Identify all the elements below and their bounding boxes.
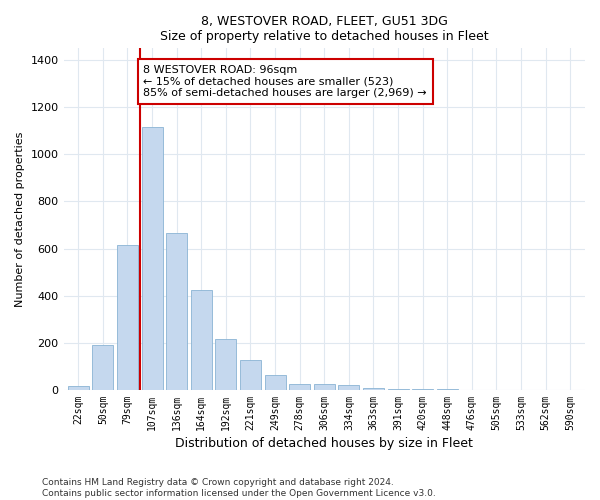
Bar [363,388,384,390]
Bar [215,340,236,390]
Text: 8 WESTOVER ROAD: 96sqm
← 15% of detached houses are smaller (523)
85% of semi-de: 8 WESTOVER ROAD: 96sqm ← 15% of detached… [143,65,427,98]
Bar [92,345,113,390]
Title: 8, WESTOVER ROAD, FLEET, GU51 3DG
Size of property relative to detached houses i: 8, WESTOVER ROAD, FLEET, GU51 3DG Size o… [160,15,488,43]
Bar [289,384,310,390]
Bar [142,128,163,390]
Bar [166,234,187,390]
Bar [388,389,409,390]
X-axis label: Distribution of detached houses by size in Fleet: Distribution of detached houses by size … [175,437,473,450]
Y-axis label: Number of detached properties: Number of detached properties [15,132,25,307]
Bar [117,245,138,390]
Bar [338,385,359,390]
Bar [68,386,89,390]
Bar [265,374,286,390]
Bar [191,290,212,390]
Bar [314,384,335,390]
Bar [240,360,261,390]
Text: Contains HM Land Registry data © Crown copyright and database right 2024.
Contai: Contains HM Land Registry data © Crown c… [42,478,436,498]
